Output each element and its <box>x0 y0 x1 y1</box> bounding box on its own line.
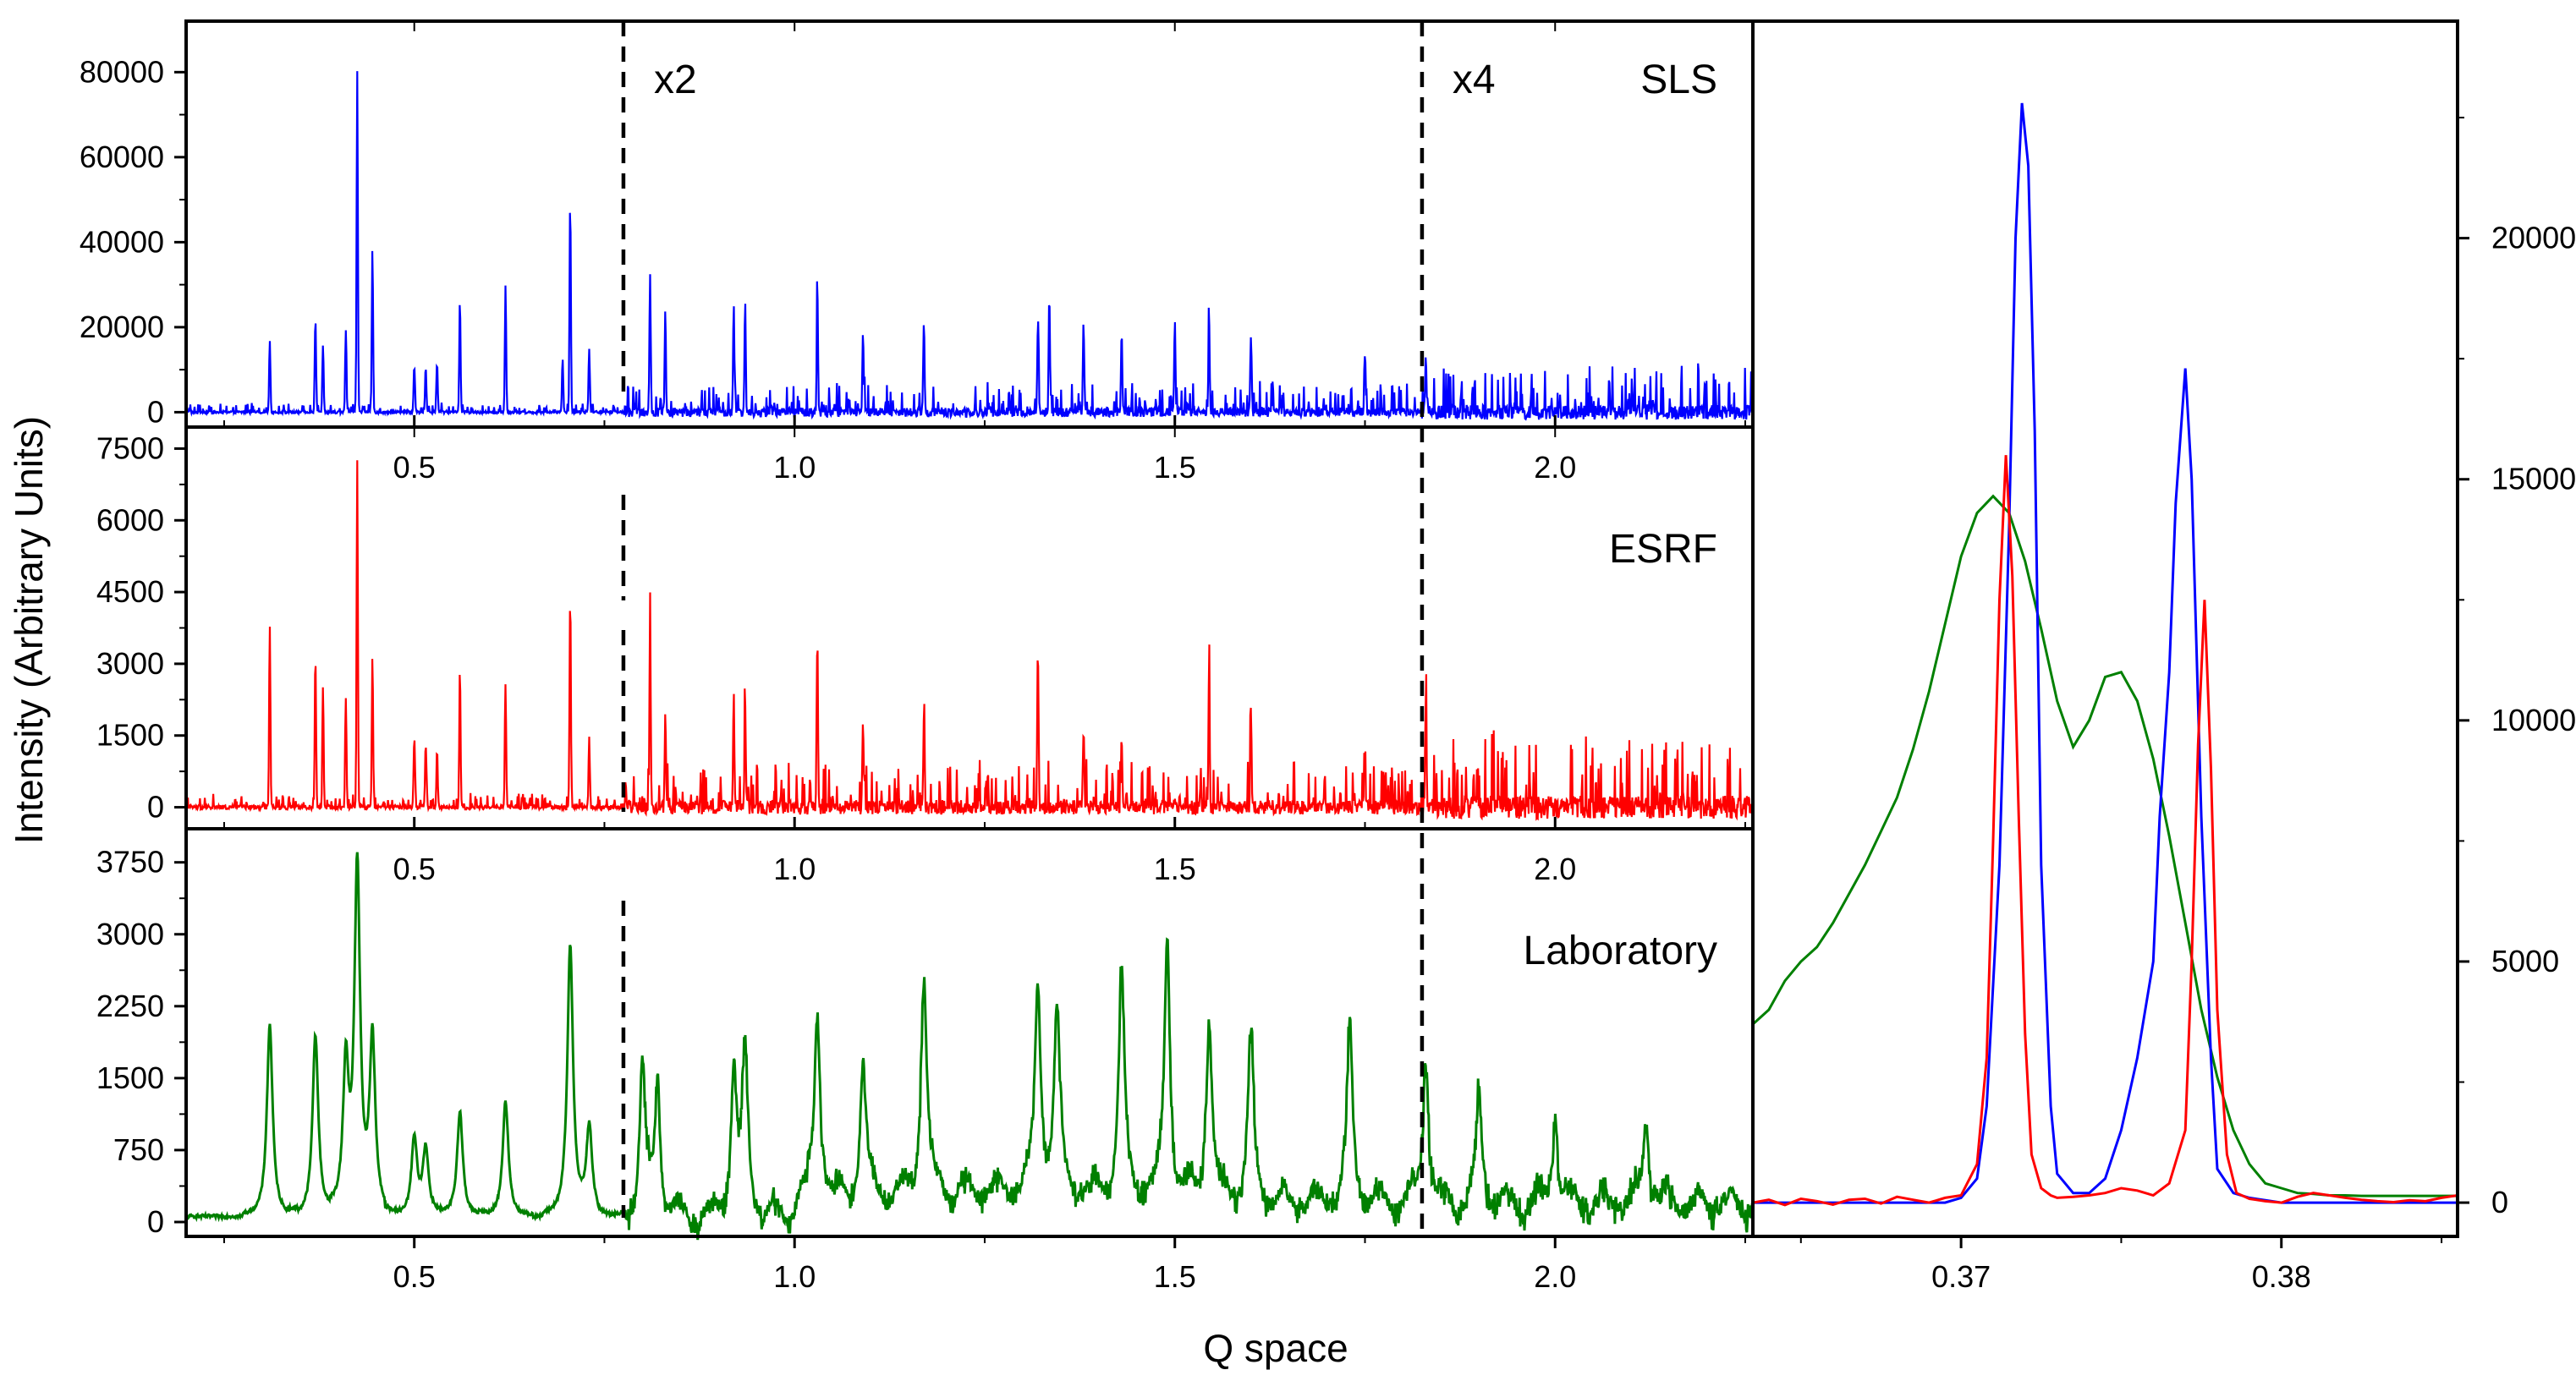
zoom-ytick-label: 20000 <box>2491 221 2576 255</box>
panel-zoom: 0 5000 10000 15000 20000 0.37 0.38 <box>1751 19 2576 1294</box>
panel-esrf: 0 1500 3000 4500 6000 7500 0.5 1.0 1.5 2.0 ESRF <box>96 427 1755 886</box>
esrf-xtick-label: 2.0 <box>1534 852 1576 886</box>
sls-panel-label: SLS <box>1640 58 1717 102</box>
scale-markers: x2 x4 <box>621 21 1496 1236</box>
lab-ytick-label: 3000 <box>96 917 164 951</box>
sls-ytick-label: 60000 <box>80 140 164 174</box>
lab-xtick-label: 0.5 <box>393 1259 436 1294</box>
zoom-series-laboratory <box>1751 494 2458 1197</box>
sls-ytick-label: 80000 <box>80 54 164 89</box>
y-axis-label: Intensity (Arbitrary Units) <box>7 416 51 844</box>
zoom-xtick-label: 0.38 <box>2252 1259 2311 1294</box>
zoom-series-sls <box>1753 102 2458 1204</box>
sls-ytick-label: 40000 <box>80 224 164 259</box>
panel-frames <box>184 19 1755 1238</box>
esrf-ytick-label: 3000 <box>96 646 164 681</box>
esrf-ytick-label: 0 <box>147 790 164 825</box>
lab-series-line <box>185 852 1755 1241</box>
esrf-panel-label: ESRF <box>1609 527 1717 572</box>
marker-label-x4: x4 <box>1453 58 1496 102</box>
esrf-series-line <box>184 460 1755 821</box>
esrf-xtick-label: 0.5 <box>393 852 436 886</box>
zoom-panel-frame <box>1751 19 2459 1238</box>
zoom-series-esrf <box>1752 455 2458 1207</box>
esrf-ytick-label: 1500 <box>96 718 164 753</box>
marker-label-x2: x2 <box>654 58 697 102</box>
sls-xtick-label: 2.0 <box>1534 450 1576 485</box>
x-axis-label: Q space <box>1203 1326 1348 1370</box>
panel-sls: 0 20000 40000 60000 80000 0.5 1.0 1.5 2.0 SLS <box>80 21 1755 485</box>
lab-xtick-label: 2.0 <box>1534 1259 1576 1294</box>
zoom-ytick-label: 15000 <box>2491 462 2576 496</box>
esrf-ytick-label: 7500 <box>96 430 164 465</box>
zoom-ytick-label: 0 <box>2491 1185 2508 1219</box>
sls-xtick-label: 1.0 <box>773 450 816 485</box>
sls-ytick-label: 20000 <box>80 310 164 344</box>
lab-xtick-label: 1.0 <box>773 1259 816 1294</box>
panel-lab: 0 750 1500 2250 3000 3750 0.5 1.0 1.5 2.0 Laborato… <box>96 845 1755 1294</box>
zoom-ytick-label: 5000 <box>2491 944 2559 978</box>
esrf-ytick-label: 4500 <box>96 574 164 609</box>
zoom-xtick-label: 0.37 <box>1931 1259 1991 1294</box>
lab-xtick-label: 1.5 <box>1154 1259 1196 1294</box>
left-panel-frame <box>184 19 1755 1238</box>
lab-ytick-label: 0 <box>147 1204 164 1239</box>
lab-ytick-label: 3750 <box>96 845 164 880</box>
sls-xtick-label: 0.5 <box>393 450 436 485</box>
zoom-ytick-label: 10000 <box>2491 703 2576 737</box>
lab-panel-label: Laboratory <box>1524 929 1717 973</box>
sls-series-line <box>185 71 1755 421</box>
lab-ytick-label: 1500 <box>96 1060 164 1095</box>
lab-ytick-label: 750 <box>113 1132 164 1167</box>
sls-ytick-label: 0 <box>147 394 164 429</box>
esrf-ytick-label: 6000 <box>96 502 164 537</box>
sls-xtick-label: 1.5 <box>1154 450 1196 485</box>
esrf-xtick-label: 1.0 <box>773 852 816 886</box>
esrf-xtick-label: 1.5 <box>1154 852 1196 886</box>
lab-ytick-label: 2250 <box>96 989 164 1023</box>
